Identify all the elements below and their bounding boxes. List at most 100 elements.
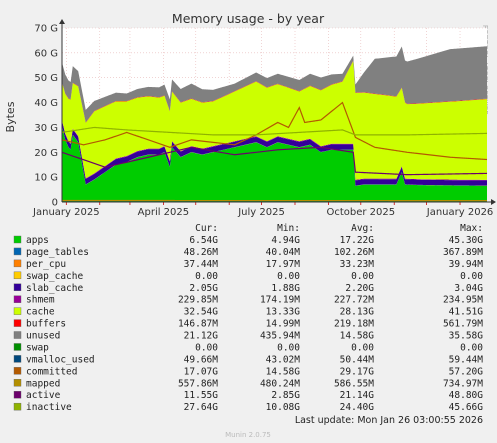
legend-avg-mapped: 586.55M [334, 378, 374, 389]
legend-avg-active: 21.14G [340, 390, 375, 401]
y-tick-label: 20 G [34, 148, 58, 159]
legend-min-page-tables: 40.04M [266, 247, 301, 258]
legend-avg-shmem: 227.72M [334, 295, 374, 306]
legend-cur-cache: 32.54G [184, 307, 219, 318]
line-active [61, 146, 488, 176]
legend-name-swap: swap [26, 342, 49, 353]
y-tick-label: 70 G [34, 24, 58, 35]
legend-max-vmalloc-used: 59.44M [449, 354, 484, 365]
legend-name-mapped: mapped [26, 378, 60, 389]
legend-avg-cache: 28.13G [340, 307, 375, 318]
legend-max-shmem: 234.95M [443, 295, 483, 306]
legend-max-inactive: 45.66G [449, 402, 484, 413]
y-axis-label: Bytes [4, 101, 17, 132]
legend-swatch-shmem [13, 295, 22, 303]
legend-max-mapped: 734.97M [443, 378, 483, 389]
legend-name-committed: committed [26, 366, 77, 377]
legend-swatch-page-tables [13, 247, 22, 256]
legend-avg-swap-cache: 0.00 [351, 271, 374, 282]
legend-min-slab-cache: 1.88G [271, 283, 300, 294]
legend-avg-swap: 0.00 [351, 342, 374, 353]
legend-swatch-per-cpu [13, 259, 22, 268]
y-tick-label: 60 G [34, 48, 58, 59]
legend-swatch-mapped [13, 379, 22, 387]
legend-table: Cur: Min: Avg: Max: apps 6.54G 4.94G 17.22G 45.3… [13, 223, 484, 413]
y-tick-label: 40 G [34, 98, 58, 109]
legend-name-apps: apps [26, 235, 49, 246]
legend-cur-inactive: 27.64G [184, 402, 219, 413]
legend-cur-unused: 21.12G [184, 331, 219, 342]
x-axis-arrow [491, 199, 496, 205]
header-cur: Cur: [195, 223, 218, 234]
legend-max-active: 48.80G [449, 390, 484, 401]
legend-max-page-tables: 367.89M [443, 247, 483, 258]
legend-min-shmem: 174.19M [260, 295, 300, 306]
legend-max-buffers: 561.79M [443, 319, 483, 330]
y-tick-label: 10 G [34, 173, 58, 184]
legend-avg-buffers: 219.18M [334, 319, 374, 330]
legend-min-per-cpu: 17.97M [266, 259, 301, 270]
legend-swatch-swap-cache [13, 271, 22, 280]
header-max: Max: [460, 223, 483, 234]
legend-max-swap-cache: 0.00 [460, 271, 483, 282]
legend-avg-per-cpu: 33.23M [340, 259, 375, 270]
legend-cur-swap: 0.00 [195, 342, 218, 353]
legend-cur-active: 11.55G [184, 390, 219, 401]
legend-min-vmalloc-used: 43.02M [266, 354, 301, 365]
legend-min-cache: 13.33G [266, 307, 301, 318]
legend-name-inactive: inactive [26, 402, 72, 413]
legend-avg-unused: 14.58G [340, 331, 375, 342]
legend-min-swap-cache: 0.00 [277, 271, 300, 282]
last-update-text: Last update: Mon Jan 26 03:00:55 2026 [295, 415, 483, 426]
area-slab-cache [62, 120, 487, 186]
y-tick-label: 30 G [34, 123, 58, 134]
x-tick-label: January 2026 [426, 207, 494, 218]
chart-title: Memory usage - by year [172, 11, 325, 26]
legend-min-mapped: 480.24M [260, 378, 300, 389]
legend-min-buffers: 14.99M [266, 319, 301, 330]
legend-cur-shmem: 229.85M [178, 295, 218, 306]
legend-swatch-unused [13, 331, 22, 339]
y-tick-label: 0 [52, 198, 58, 209]
legend-min-inactive: 10.08G [266, 402, 301, 413]
legend-cur-committed: 17.07G [184, 366, 219, 377]
x-tick-label: October 2025 [326, 207, 395, 218]
legend-cur-apps: 6.54G [189, 235, 218, 246]
legend-avg-page-tables: 102.26M [334, 247, 374, 258]
x-tick-label: January 2025 [32, 207, 100, 218]
legend-swatch-swap [13, 343, 22, 351]
area-apps [62, 126, 487, 202]
header-min: Min: [277, 223, 300, 234]
y-tick-label: 50 G [34, 73, 58, 84]
legend-swatch-apps [13, 235, 22, 244]
legend-avg-slab-cache: 2.20G [345, 283, 374, 294]
legend-max-swap: 0.00 [460, 342, 483, 353]
x-tick-label: July 2025 [237, 207, 285, 218]
legend-swatch-cache [13, 307, 22, 315]
legend-max-per-cpu: 39.94M [449, 259, 484, 270]
y-axis-arrow [59, 19, 65, 24]
legend-cur-per-cpu: 37.44M [184, 259, 219, 270]
legend-avg-vmalloc-used: 50.44M [340, 354, 375, 365]
legend-name-buffers: buffers [26, 319, 66, 330]
legend-swatch-active [13, 391, 22, 399]
line-inactive [61, 126, 488, 136]
legend-name-shmem: shmem [26, 295, 55, 306]
area-unused [62, 46, 487, 123]
legend-min-unused: 435.94M [260, 331, 300, 342]
legend-max-slab-cache: 3.04G [454, 283, 483, 294]
legend-min-apps: 4.94G [271, 235, 300, 246]
area-layer [62, 46, 487, 202]
area-cache [62, 60, 487, 180]
legend-min-active: 2.85G [271, 390, 300, 401]
legend-name-vmalloc-used: vmalloc_used [26, 354, 95, 365]
legend-min-swap: 0.00 [277, 342, 300, 353]
legend-max-unused: 35.58G [449, 331, 484, 342]
legend-swatch-slab-cache [13, 283, 22, 291]
line-committed [61, 101, 488, 161]
axis-layer: 0 10 G 20 G 30 G 40 G 50 G 60 G 70 G January 202… [32, 19, 496, 218]
legend-avg-apps: 17.22G [340, 235, 375, 246]
legend-name-active: active [26, 390, 61, 401]
header-avg: Avg: [351, 223, 374, 234]
